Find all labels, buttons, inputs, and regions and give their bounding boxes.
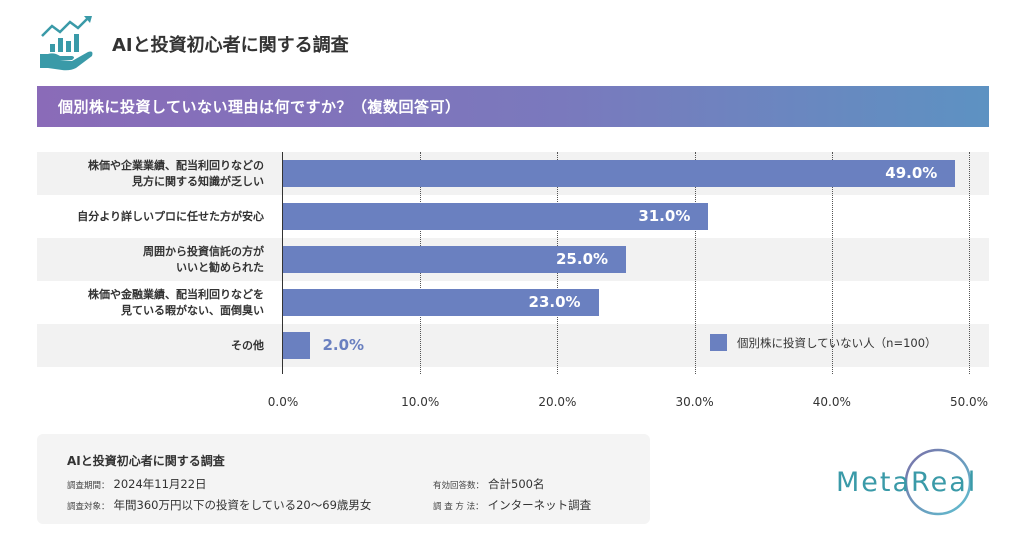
- x-tick-label: 10.0%: [401, 395, 440, 409]
- category-label: 株価や企業業績、配当利回りなどの見方に関する知識が乏しい: [34, 152, 264, 195]
- bar-value-label: 31.0%: [638, 207, 691, 225]
- category-label: その他: [34, 324, 264, 367]
- category-label: 自分より詳しいプロに任せた方が安心: [34, 195, 264, 238]
- survey-target-value: 年間360万円以下の投資をしている20〜69歳男女: [113, 498, 372, 512]
- question-band: 個別株に投資していない理由は何ですか？（複数回答可）: [37, 86, 989, 127]
- survey-method-value: インターネット調査: [487, 498, 592, 512]
- category-label-line: 見方に関する知識が乏しい: [132, 174, 264, 188]
- category-label-line: 株価や企業業績、配当利回りなどの: [88, 158, 264, 172]
- page-title: AIと投資初心者に関する調査: [112, 35, 349, 56]
- bar: [283, 289, 599, 316]
- survey-info-box: AIと投資初心者に関する調査 調査期間： 2024年11月22日 調査対象： 年間3…: [37, 434, 650, 524]
- survey-responses-key: 有効回答数：: [433, 481, 485, 491]
- category-label-line: 株価や金融業績、配当利回りなどを: [88, 287, 264, 301]
- survey-method: 調 査 方 法： インターネット調査: [433, 497, 591, 513]
- category-label: 周囲から投資信託の方がいいと勧められた: [34, 238, 264, 281]
- bar: [283, 332, 311, 359]
- grid-line: [969, 152, 970, 374]
- bar-value-label: 25.0%: [556, 250, 609, 268]
- category-label-line: いいと勧められた: [176, 260, 264, 274]
- survey-target: 調査対象： 年間360万円以下の投資をしている20〜69歳男女: [67, 497, 371, 513]
- x-tick-label: 0.0%: [267, 395, 299, 409]
- page-header: AIと投資初心者に関する調査: [36, 12, 349, 76]
- legend-swatch: [710, 334, 727, 351]
- category-label-line: 周囲から投資信託の方が: [143, 244, 264, 258]
- survey-period: 調査期間： 2024年11月22日: [67, 476, 207, 492]
- bar: [283, 246, 626, 273]
- x-tick-label: 40.0%: [812, 395, 851, 409]
- survey-method-key: 調 査 方 法：: [433, 502, 484, 512]
- survey-info-title: AIと投資初心者に関する調査: [67, 454, 225, 468]
- chart-legend: 個別株に投資していない人（n=100）: [710, 334, 937, 351]
- question-text: 個別株に投資していない理由は何ですか？（複数回答可）: [58, 98, 461, 116]
- survey-period-value: 2024年11月22日: [113, 477, 207, 491]
- metareal-logo: MetaReal: [836, 448, 977, 516]
- bar: [283, 203, 709, 230]
- x-tick-label: 50.0%: [949, 395, 989, 409]
- bar-value-label: 49.0%: [885, 164, 938, 182]
- grid-line: [694, 152, 696, 374]
- category-label: 株価や金融業績、配当利回りなどを見ている暇がない、面倒臭い: [34, 281, 264, 324]
- bar: [283, 160, 956, 187]
- survey-target-key: 調査対象：: [67, 502, 110, 512]
- x-tick-label: 30.0%: [675, 395, 714, 409]
- bar-chart: 49.0% 31.0% 25.0% 23.0% 2.0% 株価や企業業績、配当利回りなど…: [34, 152, 989, 409]
- brand-name: MetaReal: [836, 467, 977, 498]
- survey-responses-value: 合計500名: [488, 477, 545, 491]
- row-background: [37, 324, 989, 367]
- grid-line: [831, 152, 833, 374]
- category-label-line: 自分より詳しいプロに任せた方が安心: [77, 209, 264, 223]
- hand-growth-chart-icon: [40, 16, 93, 71]
- survey-responses: 有効回答数： 合計500名: [433, 476, 544, 492]
- bar-value-label: 23.0%: [528, 293, 581, 311]
- bar-value-label: 2.0%: [322, 336, 365, 354]
- y-axis-line: [282, 152, 283, 374]
- logo-ring: [904, 448, 972, 516]
- legend-label: 個別株に投資していない人（n=100）: [737, 335, 937, 350]
- x-tick-label: 20.0%: [538, 395, 577, 409]
- category-label-line: その他: [231, 338, 264, 352]
- survey-period-key: 調査期間：: [67, 481, 110, 491]
- category-label-line: 見ている暇がない、面倒臭い: [121, 303, 264, 317]
